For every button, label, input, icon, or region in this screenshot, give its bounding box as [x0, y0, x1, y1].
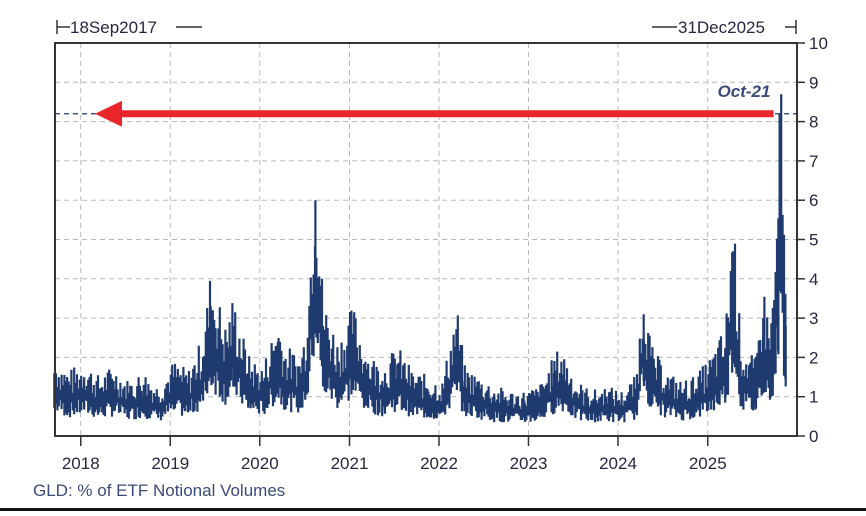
x-tick-label: 2024	[599, 454, 637, 473]
x-tick-label: 2021	[331, 454, 369, 473]
start-date-label: 18Sep2017	[70, 18, 157, 37]
end-date-label: 31Dec2025	[678, 18, 765, 37]
y-tick-label: 4	[809, 270, 818, 289]
bottom-divider	[0, 508, 866, 511]
y-tick-label: 9	[809, 73, 818, 92]
y-tick-label: 5	[809, 231, 818, 250]
x-tick-label: 2018	[62, 454, 100, 473]
y-tick-label: 2	[809, 348, 818, 367]
x-axis: 2018 2019 2020 2021 2022 2023 2024 2025	[62, 436, 727, 473]
start-date-marker: 18Sep2017	[56, 18, 202, 37]
x-tick-label: 2022	[420, 454, 458, 473]
y-tick-label: 7	[809, 152, 818, 171]
chart-caption: GLD: % of ETF Notional Volumes	[33, 481, 285, 500]
x-tick-label: 2020	[241, 454, 279, 473]
y-tick-label: 6	[809, 191, 818, 210]
series-gld-volume-share	[53, 94, 787, 423]
grid-lines	[55, 43, 797, 436]
end-date-marker: 31Dec2025	[652, 18, 797, 37]
y-tick-label: 1	[809, 388, 818, 407]
x-tick-label: 2025	[689, 454, 727, 473]
y-tick-label: 3	[809, 309, 818, 328]
y-tick-label: 0	[809, 427, 818, 446]
x-tick-label: 2023	[510, 454, 548, 473]
x-tick-label: 2019	[151, 454, 189, 473]
y-tick-label: 8	[809, 113, 818, 132]
y-axis: 0 1 2 3 4 5 6 7 8 9 10	[797, 34, 828, 446]
annotation-label: Oct-21	[718, 82, 771, 101]
arrow-left-icon	[95, 100, 122, 127]
peak-annotation: Oct-21	[55, 82, 797, 127]
y-tick-label: 10	[809, 34, 828, 53]
